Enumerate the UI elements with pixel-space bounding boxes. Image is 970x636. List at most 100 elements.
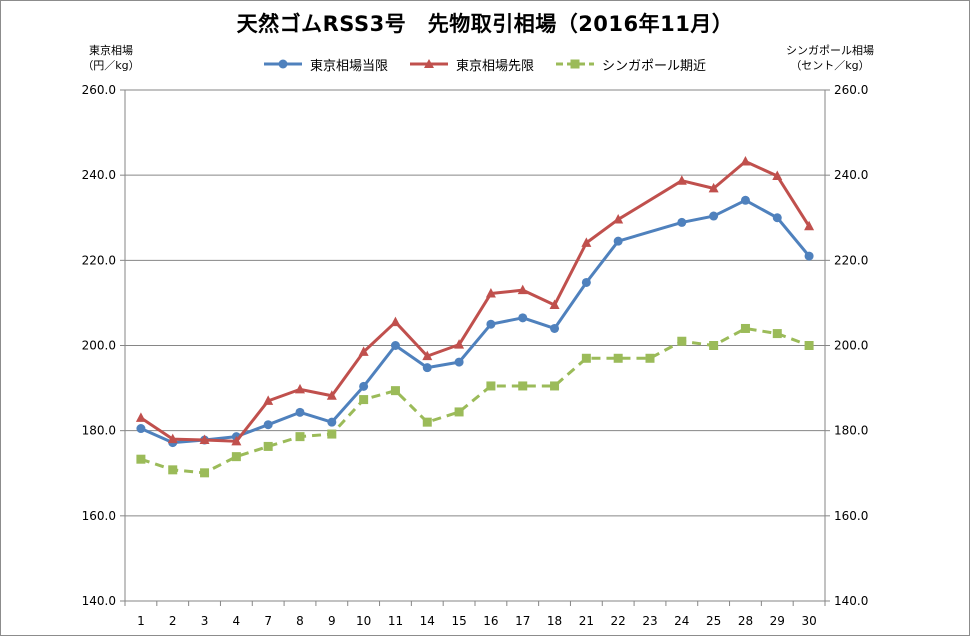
data-point-circle (613, 236, 623, 246)
right-axis-tick-label: 180.0 (834, 424, 868, 438)
data-point-circle (263, 420, 273, 430)
data-point-triangle (199, 434, 210, 445)
data-point-circle (486, 319, 496, 329)
data-point-square (740, 323, 750, 333)
chart-title: 天然ゴムRSS3号 先物取引相場（2016年11月） (236, 12, 734, 36)
data-point-triangle (708, 182, 719, 193)
data-point-square (550, 381, 560, 391)
x-axis-tick-label: 25 (706, 614, 721, 628)
legend-item-singapore-nearby: シンガポール期近 (554, 55, 706, 74)
data-point-circle (136, 424, 146, 434)
data-point-square (327, 429, 337, 439)
data-point-circle (454, 357, 464, 367)
data-point-circle (677, 217, 687, 227)
legend-label-tokyo-futures: 東京相場先限 (456, 58, 535, 74)
left-axis-label-line2: （円／kg） (82, 59, 140, 72)
x-axis-tick-label: 4 (233, 614, 241, 628)
data-point-triangle (613, 213, 624, 224)
x-axis-tick-label: 11 (388, 614, 403, 628)
right-axis-tick-label: 160.0 (834, 509, 868, 523)
right-axis-tick-label: 240.0 (834, 168, 868, 182)
chart-legend: 東京相場当限 東京相場先限 シンガポール期近 (262, 55, 726, 74)
left-axis-tick-label: 200.0 (82, 339, 116, 353)
data-point-circle (709, 211, 719, 221)
left-axis-tick-label: 160.0 (82, 509, 116, 523)
right-axis-label-line1: シンガポール相場 (786, 44, 874, 57)
data-point-circle (327, 417, 337, 427)
series-line (140, 326, 810, 475)
data-point-circle (390, 341, 400, 350)
left-axis-label-line1: 東京相場 (89, 44, 133, 57)
data-point-triangle (422, 350, 433, 361)
x-axis-tick-label: 2 (169, 614, 177, 628)
x-axis-tick-label: 8 (296, 614, 304, 628)
data-point-square (709, 341, 719, 350)
left-axis-tick-label: 240.0 (82, 168, 116, 182)
data-point-triangle (772, 170, 783, 181)
data-point-triangle (231, 435, 242, 446)
x-axis-tick-label: 24 (674, 614, 689, 628)
data-point-square (454, 407, 464, 417)
data-point-circle (550, 323, 560, 333)
data-point-square (295, 432, 305, 442)
x-axis-tick-label: 1 (137, 614, 145, 628)
data-point-circle (295, 407, 305, 417)
right-axis-tick-label: 200.0 (834, 339, 868, 353)
data-point-circle (422, 363, 432, 373)
left-axis-tick-label: 260.0 (82, 83, 116, 97)
x-axis-tick-label: 21 (579, 614, 594, 628)
right-axis-unit-label: シンガポール相場 （セント／kg） (765, 43, 895, 73)
left-axis-tick-label: 180.0 (82, 424, 116, 438)
data-point-triangle (740, 156, 751, 166)
data-point-triangle (676, 175, 687, 185)
data-point-triangle (263, 395, 274, 405)
right-axis-tick-label: 220.0 (834, 253, 868, 267)
left-axis-tick-label: 140.0 (82, 594, 116, 608)
legend-label-singapore-nearby: シンガポール期近 (602, 58, 707, 74)
legend-triangle-marker (424, 59, 435, 68)
x-axis-tick-label: 17 (515, 614, 530, 628)
data-point-square (200, 468, 210, 478)
data-point-square (263, 441, 273, 451)
left-axis-unit-label: 東京相場 （円／kg） (66, 43, 156, 73)
legend-marker-square (556, 59, 595, 69)
x-axis-tick-label: 14 (420, 614, 435, 628)
legend-item-tokyo-futures: 東京相場先限 (408, 55, 534, 74)
data-point-square (581, 353, 591, 363)
data-point-square (677, 336, 687, 346)
right-axis-tick-label: 140.0 (834, 594, 868, 608)
data-point-square (518, 381, 528, 391)
legend-label-tokyo-current: 東京相場当限 (310, 58, 389, 74)
right-axis-tick-label: 260.0 (834, 83, 868, 97)
data-point-circle (581, 277, 591, 287)
data-point-triangle (135, 412, 146, 422)
data-point-square (804, 341, 814, 350)
data-point-triangle (581, 237, 592, 247)
legend-circle-marker (278, 59, 288, 69)
data-point-triangle (804, 220, 815, 231)
data-point-circle (740, 195, 750, 205)
x-axis-tick-label: 28 (738, 614, 753, 628)
x-axis-tick-label: 3 (201, 614, 209, 628)
data-point-square (645, 353, 655, 363)
data-point-square (168, 465, 178, 475)
x-axis-tick-label: 9 (328, 614, 336, 628)
data-point-square (136, 454, 146, 464)
x-axis-tick-label: 15 (451, 614, 466, 628)
x-axis-tick-label: 29 (770, 614, 785, 628)
legend-item-tokyo-current: 東京相場当限 (262, 55, 388, 74)
legend-marker-circle (264, 59, 302, 69)
data-point-square (359, 395, 369, 405)
data-point-triangle (517, 284, 528, 295)
left-axis-tick-label: 220.0 (82, 253, 116, 267)
data-point-square (390, 386, 400, 396)
data-point-square (231, 452, 241, 462)
x-axis-tick-label: 22 (611, 614, 626, 628)
right-axis-label-line2: （セント／kg） (790, 59, 870, 72)
data-point-triangle (326, 390, 337, 400)
data-point-triangle (167, 433, 178, 444)
data-point-circle (359, 381, 369, 391)
data-point-triangle (358, 346, 369, 356)
data-point-triangle (549, 299, 560, 310)
